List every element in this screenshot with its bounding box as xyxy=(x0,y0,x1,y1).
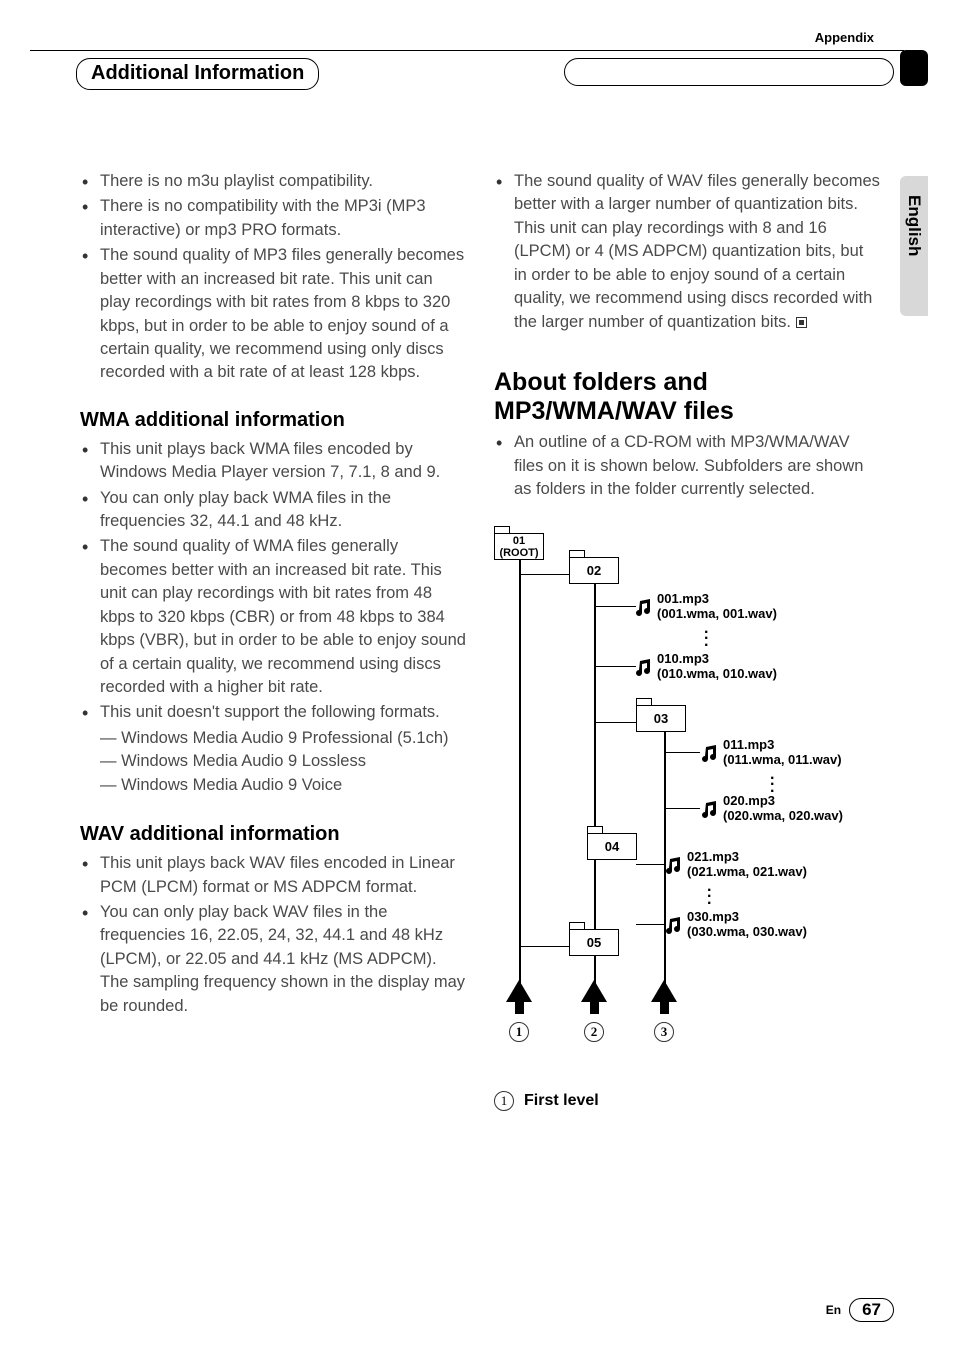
black-corner-tab xyxy=(900,50,928,86)
page-number: 67 xyxy=(849,1298,894,1322)
section-title-pill: Additional Information xyxy=(76,58,319,90)
tree-line xyxy=(664,808,700,810)
bullet-text: The sound quality of WAV files generally… xyxy=(514,172,880,331)
appendix-label: Appendix xyxy=(815,30,874,45)
header-bubble xyxy=(564,58,894,86)
right-column: The sound quality of WAV files generally… xyxy=(494,170,880,1111)
folder-label: 02 xyxy=(569,557,619,584)
folder-label: (ROOT) xyxy=(499,547,538,559)
diagram-number-3: 3 xyxy=(654,1022,674,1042)
arrow-up-icon xyxy=(651,980,677,1002)
folder-label: 03 xyxy=(636,705,686,732)
bullet-item: You can only play back WMA files in the … xyxy=(80,487,466,534)
bullet-item: There is no m3u playlist compatibility. xyxy=(80,170,466,193)
legend-number-icon: 1 xyxy=(494,1091,514,1111)
content-columns: There is no m3u playlist compatibility. … xyxy=(80,170,880,1111)
music-note-icon xyxy=(634,658,654,678)
music-note-icon xyxy=(700,744,720,764)
arrow-stem xyxy=(590,1000,599,1014)
tree-line xyxy=(594,722,636,724)
file-label: 020.mp3(020.wma, 020.wav) xyxy=(723,794,843,824)
tree-line xyxy=(519,574,569,576)
bullet-item: The sound quality of WMA files generally… xyxy=(80,535,466,699)
mp3-bullet-list: There is no m3u playlist compatibility. … xyxy=(80,170,466,385)
header-rule xyxy=(30,50,904,51)
music-note-icon xyxy=(700,800,720,820)
wma-sub-item: — Windows Media Audio 9 Professional (5.… xyxy=(80,727,466,750)
file-label: 021.mp3(021.wma, 021.wav) xyxy=(687,850,807,880)
tree-line xyxy=(636,924,666,926)
folder-02: 02 xyxy=(569,550,619,584)
music-note-icon xyxy=(634,598,654,618)
file-label: 030.mp3(030.wma, 030.wav) xyxy=(687,910,807,940)
manual-page: Appendix Additional Information English … xyxy=(0,0,954,1352)
wav-bullet-list: This unit plays back WAV files encoded i… xyxy=(80,852,466,1018)
bullet-item: The sound quality of MP3 files generally… xyxy=(80,244,466,385)
section-end-icon xyxy=(796,317,807,328)
wma-heading: WMA additional information xyxy=(80,409,466,432)
folder-label: 01 xyxy=(513,535,525,547)
wma-bullet-list: This unit plays back WMA files encoded b… xyxy=(80,438,466,725)
folder-root: 01(ROOT) xyxy=(494,526,544,560)
bullet-item: This unit doesn't support the following … xyxy=(80,701,466,724)
wma-sub-item: — Windows Media Audio 9 Lossless xyxy=(80,750,466,773)
tree-line xyxy=(664,752,700,754)
wav-cont-bullet: The sound quality of WAV files generally… xyxy=(494,170,880,334)
bullet-item: You can only play back WAV files in the … xyxy=(80,901,466,1018)
folder-04: 04 xyxy=(587,826,637,860)
page-footer: En 67 xyxy=(826,1298,894,1322)
tree-line xyxy=(594,606,636,608)
vertical-dots-icon: ··· xyxy=(707,888,712,907)
folder-label: 05 xyxy=(569,929,619,956)
file-label: 010.mp3(010.wma, 010.wav) xyxy=(657,652,777,682)
bullet-item: The sound quality of WAV files generally… xyxy=(494,170,880,334)
bullet-item: This unit plays back WAV files encoded i… xyxy=(80,852,466,899)
arrow-up-icon xyxy=(581,980,607,1002)
arrow-stem xyxy=(660,1000,669,1014)
bullet-item: There is no compatibility with the MP3i … xyxy=(80,195,466,242)
diagram-number-2: 2 xyxy=(584,1022,604,1042)
arrow-up-icon xyxy=(506,980,532,1002)
folder-label: 04 xyxy=(587,833,637,860)
legend-first-level: 1 First level xyxy=(494,1091,880,1111)
folder-05: 05 xyxy=(569,922,619,956)
folders-section-heading: About folders and MP3/WMA/WAV files xyxy=(494,368,880,426)
folder-03: 03 xyxy=(636,698,686,732)
folders-intro-bullet: An outline of a CD-ROM with MP3/WMA/WAV … xyxy=(494,431,880,501)
music-note-icon xyxy=(664,856,684,876)
tree-line xyxy=(519,560,521,1004)
legend-label: First level xyxy=(524,1092,599,1110)
language-label: English xyxy=(904,195,924,256)
folder-tree-diagram: 01(ROOT) 02 03 04 05 xyxy=(494,526,874,1081)
diagram-number-1: 1 xyxy=(509,1022,529,1042)
arrow-stem xyxy=(515,1000,524,1014)
wma-sub-item: — Windows Media Audio 9 Voice xyxy=(80,774,466,797)
tree-line xyxy=(594,666,636,668)
left-column: There is no m3u playlist compatibility. … xyxy=(80,170,466,1111)
music-note-icon xyxy=(664,916,684,936)
vertical-dots-icon: ··· xyxy=(704,630,709,649)
footer-language: En xyxy=(826,1303,841,1317)
bullet-item: An outline of a CD-ROM with MP3/WMA/WAV … xyxy=(494,431,880,501)
wav-heading: WAV additional information xyxy=(80,823,466,846)
tree-line xyxy=(636,864,666,866)
tree-line xyxy=(519,946,569,948)
file-label: 001.mp3(001.wma, 001.wav) xyxy=(657,592,777,622)
file-label: 011.mp3(011.wma, 011.wav) xyxy=(723,738,842,768)
bullet-item: This unit plays back WMA files encoded b… xyxy=(80,438,466,485)
